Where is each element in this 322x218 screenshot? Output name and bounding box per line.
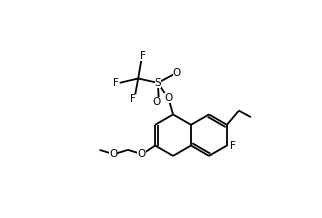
Text: O: O xyxy=(164,93,172,103)
Text: F: F xyxy=(113,78,119,88)
Text: O: O xyxy=(137,149,146,158)
Text: O: O xyxy=(152,97,160,107)
Text: F: F xyxy=(230,141,236,150)
Text: F: F xyxy=(140,51,146,61)
Text: O: O xyxy=(173,68,181,78)
Text: S: S xyxy=(155,78,161,88)
Text: F: F xyxy=(130,94,136,104)
Text: O: O xyxy=(109,149,118,158)
